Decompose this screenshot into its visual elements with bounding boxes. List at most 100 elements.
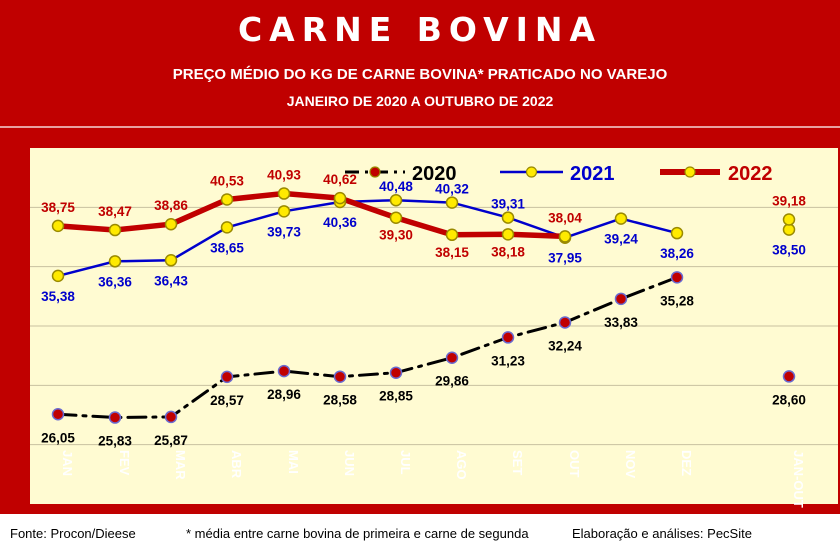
data-label-2022: 40,62 xyxy=(323,172,357,187)
data-label-2022: 38,04 xyxy=(548,210,582,225)
marker-2021 xyxy=(614,212,628,225)
data-label-2022: 40,93 xyxy=(267,168,301,183)
data-label-2020: 31,23 xyxy=(491,353,525,368)
marker-2020 xyxy=(558,316,572,329)
marker-2022 xyxy=(51,219,65,233)
marker-2022 xyxy=(501,228,515,241)
series-line-2020 xyxy=(56,275,679,420)
marker-2021 xyxy=(108,255,122,268)
data-label-2021: 35,38 xyxy=(41,289,75,304)
legend-label-2020: 2020 xyxy=(412,163,457,185)
marker-2020 xyxy=(220,370,234,384)
marker-2021 xyxy=(51,269,65,283)
data-label-2022: 38,47 xyxy=(98,204,132,219)
marker-2021 xyxy=(501,211,515,224)
x-tick-label: SET xyxy=(510,450,525,475)
marker-2020 xyxy=(389,366,403,379)
footer-source: Fonte: Procon/Dieese xyxy=(10,526,136,541)
chart-period: JANEIRO DE 2020 A OUTUBRO DE 2022 xyxy=(286,93,554,109)
x-tick-label: OUT xyxy=(567,450,582,478)
marker-2021 xyxy=(389,193,403,207)
marker-2022 xyxy=(277,187,291,200)
legend-marker-2021 xyxy=(525,166,538,178)
data-label-2022: 38,75 xyxy=(41,200,75,215)
marker-2022 xyxy=(558,230,572,243)
data-label-2022: 39,18 xyxy=(772,193,806,208)
data-label-2020: 28,85 xyxy=(379,389,413,404)
chart-title: CARNE BOVINA xyxy=(237,10,603,49)
data-label-2020: 28,96 xyxy=(267,387,301,402)
line-chart: 26,05 25,83 25,87 28,57 28,96 28,58 28,85 29,86… xyxy=(30,163,838,508)
chart-subtitle: PREÇO MÉDIO DO KG DE CARNE BOVINA* PRATI… xyxy=(172,66,668,83)
marker-2022 xyxy=(445,228,459,242)
data-label-2020: 32,24 xyxy=(548,338,582,353)
legend-marker-2022 xyxy=(684,166,696,178)
data-label-2020: 25,83 xyxy=(98,434,132,449)
data-label-2022: 38,18 xyxy=(491,244,525,259)
marker-2020 xyxy=(670,271,684,284)
x-tick-label: AGO xyxy=(454,450,469,480)
data-label-2021: 40,36 xyxy=(323,215,357,230)
x-tick-label: JAN xyxy=(60,450,75,476)
data-label-2020: 28,60 xyxy=(772,392,806,407)
data-label-2021: 37,95 xyxy=(548,251,582,266)
footer-credit: Elaboração e análises: PecSite xyxy=(572,526,752,541)
x-tick-label: FEV xyxy=(117,450,132,476)
data-label-2022: 38,86 xyxy=(154,198,188,213)
x-tick-label: JAN-OUT xyxy=(791,450,806,508)
marker-2020 xyxy=(51,408,65,421)
x-tick-label: JUL xyxy=(398,450,413,475)
data-label-2021: 40,48 xyxy=(379,179,413,194)
marker-2020 xyxy=(333,370,347,383)
legend-label-2022: 2022 xyxy=(728,163,773,185)
series-line-2022 xyxy=(57,190,566,240)
legend-label-2021: 2021 xyxy=(570,163,615,185)
marker-2020 xyxy=(782,370,796,383)
data-label-2021: 38,26 xyxy=(660,246,694,261)
marker-2021 xyxy=(220,221,234,234)
data-label-2021: 39,31 xyxy=(491,197,525,212)
data-label-2020: 35,28 xyxy=(660,293,694,308)
data-label-2020: 25,87 xyxy=(154,433,188,448)
data-label-2021: 38,50 xyxy=(772,243,806,258)
legend-marker-2020 xyxy=(369,166,381,178)
marker-2022 xyxy=(333,191,347,205)
data-label-2022: 39,30 xyxy=(379,228,413,243)
marker-2022 xyxy=(108,223,122,237)
x-tick-label: NOV xyxy=(623,450,638,479)
data-label-2020: 33,83 xyxy=(604,315,638,330)
x-tick-label: MAR xyxy=(173,450,188,480)
marker-2020 xyxy=(614,292,628,306)
data-label-2021: 39,24 xyxy=(604,232,638,247)
x-tick-label: ABR xyxy=(229,450,244,479)
data-label-2020: 28,57 xyxy=(210,393,244,408)
marker-2022 xyxy=(164,217,178,231)
marker-2021 xyxy=(445,196,459,209)
data-label-2022: 38,15 xyxy=(435,245,469,260)
data-label-2021: 40,32 xyxy=(435,182,469,197)
data-label-2022: 40,53 xyxy=(210,173,244,188)
marker-2022 xyxy=(389,211,403,224)
marker-2021 xyxy=(164,254,178,267)
chart-header: CARNE BOVINA PREÇO MÉDIO DO KG DE CARNE … xyxy=(0,0,840,128)
marker-2020 xyxy=(445,351,459,364)
x-tick-label: DEZ xyxy=(679,450,694,476)
data-label-2020: 26,05 xyxy=(41,430,75,445)
data-label-2020: 29,86 xyxy=(435,374,469,389)
data-label-2021: 39,73 xyxy=(267,224,301,239)
marker-2022 xyxy=(220,193,234,206)
marker-2020 xyxy=(277,364,291,378)
data-label-2021: 36,43 xyxy=(154,273,188,288)
x-tick-label: JUN xyxy=(342,450,357,476)
marker-2020 xyxy=(108,411,122,424)
marker-2022 xyxy=(782,213,796,226)
footer-note: * média entre carne bovina de primeira e… xyxy=(186,526,529,541)
marker-2020 xyxy=(501,331,515,344)
data-label-2020: 28,58 xyxy=(323,393,357,408)
series-line-2021 xyxy=(57,198,678,278)
data-label-2021: 38,65 xyxy=(210,240,244,255)
data-label-2021: 36,36 xyxy=(98,274,132,289)
x-tick-label: MAI xyxy=(286,450,301,474)
marker-2021 xyxy=(670,226,684,240)
marker-2021 xyxy=(277,205,291,218)
